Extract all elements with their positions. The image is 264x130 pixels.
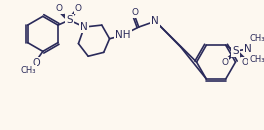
Text: CH₃: CH₃ <box>21 66 36 75</box>
Text: CH₃: CH₃ <box>249 55 264 64</box>
Text: NH: NH <box>115 30 131 40</box>
Text: O: O <box>32 58 40 68</box>
Text: O: O <box>221 58 228 67</box>
Text: N: N <box>152 16 159 26</box>
Text: S: S <box>66 15 73 25</box>
Text: O: O <box>242 58 249 67</box>
Text: N: N <box>244 44 252 54</box>
Text: O: O <box>75 4 82 13</box>
Text: O: O <box>131 8 138 17</box>
Text: S: S <box>232 46 239 56</box>
Text: N: N <box>81 22 88 32</box>
Text: CH₃: CH₃ <box>249 34 264 43</box>
Text: O: O <box>55 4 63 13</box>
